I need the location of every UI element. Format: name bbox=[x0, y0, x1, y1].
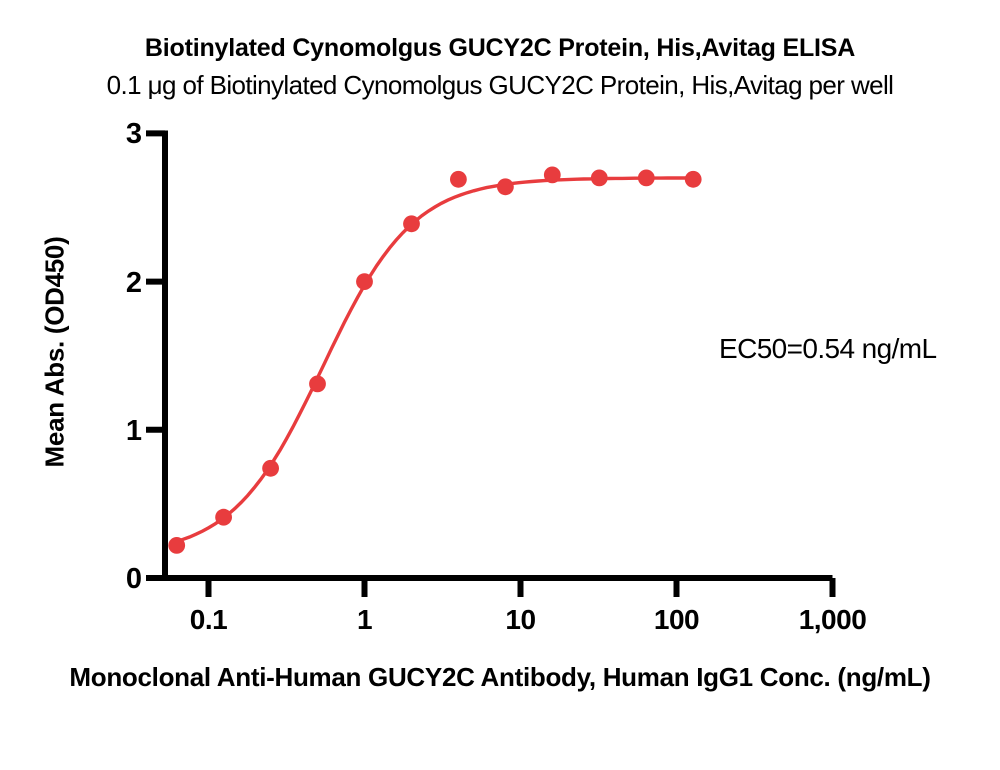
data-point bbox=[262, 459, 279, 477]
chart-title: Biotinylated Cynomolgus GUCY2C Protein, … bbox=[144, 34, 856, 62]
y-tick-label: 3 bbox=[125, 118, 142, 151]
chart-subtitle: 0.1 μg of Biotinylated Cynomolgus GUCY2C… bbox=[106, 70, 894, 100]
data-point bbox=[450, 170, 467, 188]
x-axis-label: Monoclonal Anti-Human GUCY2C Antibody, H… bbox=[69, 662, 931, 692]
data-point bbox=[497, 178, 514, 196]
x-tick-label: 10 bbox=[505, 604, 536, 635]
y-tick-label: 1 bbox=[125, 414, 142, 447]
data-point bbox=[684, 170, 702, 188]
data-point bbox=[168, 537, 186, 554]
ec50-annotation: EC50=0.54 ng/mL bbox=[719, 333, 937, 364]
fit-curve bbox=[175, 176, 695, 544]
data-point bbox=[309, 375, 326, 393]
data-point bbox=[637, 169, 655, 187]
x-tick-label: 1,000 bbox=[798, 604, 867, 635]
data-point bbox=[543, 166, 561, 184]
data-point bbox=[215, 508, 233, 526]
y-tick-label: 0 bbox=[125, 563, 142, 595]
data-point bbox=[590, 169, 608, 187]
x-tick-label: 100 bbox=[653, 604, 700, 635]
x-tick-label: 0.1 bbox=[189, 604, 228, 635]
y-tick-label: 2 bbox=[125, 266, 142, 299]
data-point bbox=[356, 273, 373, 290]
data-point bbox=[403, 215, 420, 233]
x-tick-label: 1 bbox=[356, 604, 373, 635]
